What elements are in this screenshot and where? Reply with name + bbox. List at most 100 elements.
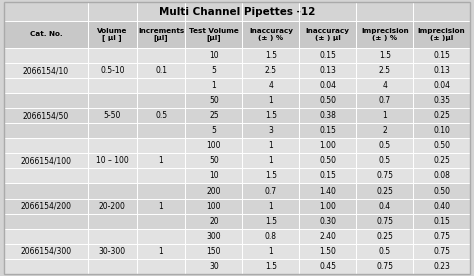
Text: 0.15: 0.15 (319, 51, 336, 60)
Text: 20: 20 (209, 217, 219, 225)
Text: 0.13: 0.13 (433, 66, 450, 75)
Text: 0.7: 0.7 (265, 187, 277, 195)
Bar (185, 229, 242, 244)
Text: 50: 50 (209, 96, 219, 105)
Bar (4, 184, 88, 229)
Text: 20-200: 20-200 (99, 201, 126, 211)
Text: 1.5: 1.5 (379, 51, 391, 60)
Bar (185, 78, 242, 93)
Text: 1: 1 (159, 156, 164, 165)
Bar (413, 244, 470, 259)
Text: 0.4: 0.4 (379, 201, 391, 211)
Text: 5: 5 (211, 126, 217, 135)
Bar (300, 48, 356, 63)
Bar (413, 78, 470, 93)
Bar (242, 108, 300, 123)
Bar (242, 214, 300, 229)
Text: 0.15: 0.15 (319, 171, 336, 181)
Text: 1.00: 1.00 (319, 201, 336, 211)
Bar (185, 259, 242, 274)
Text: 0.75: 0.75 (376, 262, 393, 271)
Bar (242, 198, 300, 214)
Text: 0.75: 0.75 (376, 217, 393, 225)
Bar (4, 48, 88, 93)
Text: Volume
[ μl ]: Volume [ μl ] (97, 28, 128, 41)
Text: 0.5: 0.5 (379, 141, 391, 150)
Text: 0.15: 0.15 (319, 126, 336, 135)
Bar (356, 244, 413, 259)
Text: Imprecision
(± ) %: Imprecision (± ) % (361, 28, 409, 41)
Text: Multi Channel Pipettes -12: Multi Channel Pipettes -12 (159, 7, 315, 17)
Text: 0.50: 0.50 (433, 187, 450, 195)
Bar (300, 214, 356, 229)
Text: 2066154/10: 2066154/10 (23, 66, 69, 75)
Text: Increments
[μl]: Increments [μl] (138, 28, 184, 41)
Text: 150: 150 (207, 247, 221, 256)
Text: 0.5: 0.5 (155, 111, 167, 120)
Bar (4, 21, 88, 48)
Text: 1.50: 1.50 (319, 247, 336, 256)
Text: 25: 25 (209, 111, 219, 120)
Bar (413, 21, 470, 48)
Text: 0.15: 0.15 (433, 217, 450, 225)
Bar (356, 153, 413, 168)
Text: 4: 4 (268, 81, 273, 90)
Text: 0.5-10: 0.5-10 (100, 66, 125, 75)
Bar (4, 229, 88, 274)
Text: 1.5: 1.5 (265, 262, 277, 271)
Bar (185, 108, 242, 123)
Text: 0.25: 0.25 (433, 156, 450, 165)
Bar (413, 123, 470, 138)
Bar (137, 184, 185, 229)
Bar (356, 123, 413, 138)
Text: 0.13: 0.13 (319, 66, 336, 75)
Text: 5: 5 (211, 66, 217, 75)
Text: 0.15: 0.15 (433, 51, 450, 60)
Bar (413, 214, 470, 229)
Bar (242, 93, 300, 108)
Bar (356, 198, 413, 214)
Bar (185, 48, 242, 63)
Bar (413, 93, 470, 108)
Bar (242, 21, 300, 48)
Bar (413, 229, 470, 244)
Text: 0.30: 0.30 (319, 217, 337, 225)
Bar (242, 123, 300, 138)
Bar (88, 48, 137, 93)
Bar (137, 93, 185, 138)
Text: 1: 1 (383, 111, 387, 120)
Text: 0.40: 0.40 (433, 201, 450, 211)
Text: 10: 10 (209, 171, 219, 181)
Bar (137, 48, 185, 93)
Bar (300, 21, 356, 48)
Bar (300, 184, 356, 198)
Bar (356, 21, 413, 48)
Bar (356, 78, 413, 93)
Bar (242, 138, 300, 153)
Text: 0.04: 0.04 (319, 81, 337, 90)
Bar (185, 184, 242, 198)
Text: 1.5: 1.5 (265, 171, 277, 181)
Text: 0.5: 0.5 (379, 247, 391, 256)
Text: 1: 1 (159, 247, 164, 256)
Text: 1.00: 1.00 (319, 141, 336, 150)
Bar (88, 93, 137, 138)
Bar (356, 214, 413, 229)
Text: 0.7: 0.7 (379, 96, 391, 105)
Text: 2.5: 2.5 (265, 66, 277, 75)
Text: Inaccuracy
(± ) μl: Inaccuracy (± ) μl (306, 28, 350, 41)
Bar (137, 138, 185, 184)
Text: 0.35: 0.35 (433, 96, 450, 105)
Text: 2066154/50: 2066154/50 (23, 111, 69, 120)
Text: 1: 1 (269, 247, 273, 256)
Text: 0.1: 0.1 (155, 66, 167, 75)
Bar (242, 244, 300, 259)
Bar (300, 123, 356, 138)
Text: 0.50: 0.50 (319, 96, 337, 105)
Bar (356, 138, 413, 153)
Bar (356, 184, 413, 198)
Bar (185, 168, 242, 184)
Bar (300, 153, 356, 168)
Bar (356, 63, 413, 78)
Bar (356, 259, 413, 274)
